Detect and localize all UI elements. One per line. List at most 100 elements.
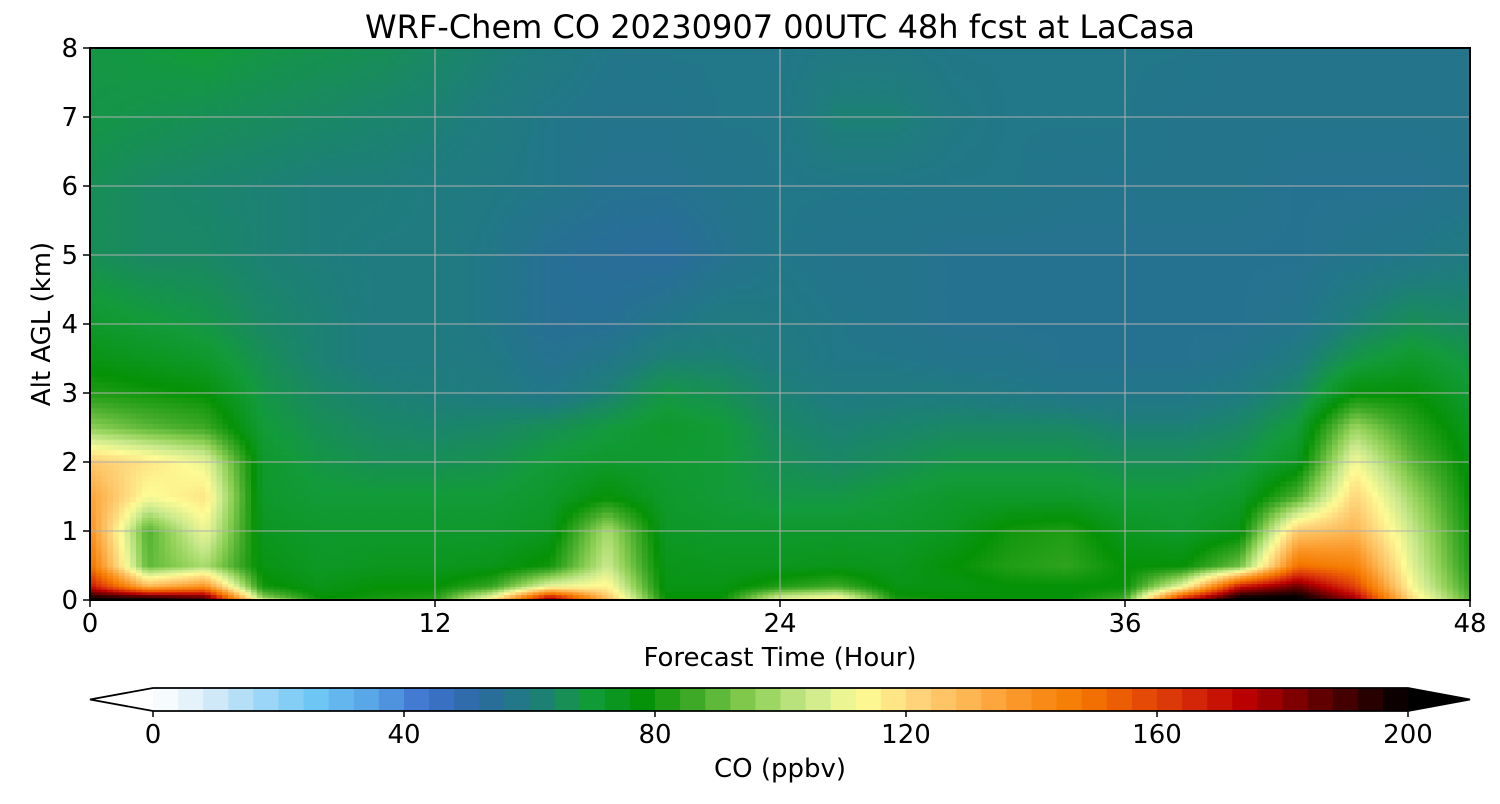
- heatmap-cell: [1136, 594, 1143, 598]
- heatmap-cell: [435, 597, 442, 600]
- heatmap-cell: [1383, 591, 1391, 596]
- heatmap-cell: [1073, 586, 1080, 590]
- heatmap-cell: [843, 591, 850, 596]
- heatmap-cell: [1136, 597, 1143, 600]
- heatmap-cell: [613, 586, 620, 590]
- heatmap-cell: [941, 586, 948, 590]
- heatmap-cell: [544, 594, 551, 598]
- heatmap-cell: [941, 583, 948, 587]
- heatmap-cell: [159, 591, 166, 596]
- heatmap-cell: [256, 588, 264, 593]
- heatmap-cell: [1044, 594, 1051, 598]
- heatmap-cell: [475, 586, 482, 590]
- heatmap-cell: [826, 586, 833, 590]
- heatmap-cell: [1447, 586, 1454, 590]
- heatmap-cell: [872, 583, 879, 587]
- heatmap-cell: [107, 597, 114, 600]
- heatmap-cell: [440, 586, 448, 590]
- heatmap-cell: [354, 594, 361, 598]
- heatmap-cell: [492, 597, 499, 600]
- heatmap-cell: [665, 594, 672, 598]
- heatmap-cell: [193, 588, 200, 593]
- heatmap-cell: [820, 586, 827, 590]
- heatmap-cell: [389, 583, 396, 587]
- heatmap-cell: [1372, 586, 1379, 590]
- heatmap-cell: [774, 597, 781, 600]
- heatmap-cell: [1217, 583, 1224, 587]
- heatmap-cell: [1303, 588, 1310, 593]
- heatmap-cell: [883, 594, 890, 598]
- heatmap-cell: [1280, 586, 1287, 590]
- heatmap-cell: [429, 591, 436, 596]
- heatmap-cell: [1406, 594, 1414, 598]
- heatmap-cell: [1441, 588, 1448, 593]
- heatmap-cell: [446, 583, 453, 587]
- heatmap-cell: [1090, 583, 1097, 587]
- heatmap-cell: [1383, 594, 1391, 598]
- heatmap-cell: [331, 583, 338, 587]
- heatmap-cell: [1038, 591, 1046, 596]
- heatmap-cell: [1320, 588, 1327, 593]
- heatmap-cell: [929, 591, 936, 596]
- heatmap-cell: [619, 583, 626, 587]
- heatmap-cell: [946, 594, 954, 598]
- heatmap-cell: [354, 588, 361, 593]
- heatmap-cell: [877, 591, 885, 596]
- heatmap-cell: [1165, 583, 1172, 587]
- heatmap-cell: [964, 594, 971, 598]
- heatmap-cell: [262, 588, 269, 593]
- heatmap-cell: [440, 588, 448, 593]
- heatmap-cell: [820, 588, 827, 593]
- heatmap-cell: [1107, 583, 1115, 587]
- heatmap-cell: [469, 588, 476, 593]
- heatmap-cell: [498, 588, 505, 593]
- heatmap-cell: [1182, 597, 1189, 600]
- heatmap-cell: [705, 583, 712, 587]
- heatmap-cell: [1176, 597, 1184, 600]
- heatmap-cell: [1004, 591, 1011, 596]
- heatmap-cell: [952, 586, 959, 590]
- heatmap-cell: [285, 588, 292, 593]
- heatmap-cell: [1245, 594, 1253, 598]
- heatmap-cell: [170, 586, 177, 590]
- heatmap-cell: [550, 588, 557, 593]
- heatmap-cell: [187, 591, 195, 596]
- heatmap-cell: [1130, 588, 1138, 593]
- heatmap-cell: [228, 588, 235, 593]
- heatmap-cell: [228, 597, 235, 600]
- heatmap-cell: [337, 597, 344, 600]
- heatmap-cell: [1263, 591, 1270, 596]
- heatmap-cell: [918, 588, 925, 593]
- heatmap-cell: [130, 583, 137, 587]
- heatmap-cell: [912, 591, 919, 596]
- heatmap-cell: [216, 583, 223, 587]
- heatmap-cell: [1125, 586, 1132, 590]
- heatmap-cell: [1176, 583, 1184, 587]
- heatmap-cell: [458, 591, 465, 596]
- heatmap-cell: [814, 591, 821, 596]
- heatmap-cell: [371, 586, 379, 590]
- heatmap-cell: [975, 586, 982, 590]
- heatmap-cell: [1395, 586, 1402, 590]
- heatmap-cell: [1153, 591, 1161, 596]
- heatmap-cell: [1291, 591, 1299, 596]
- heatmap-cell: [780, 586, 787, 590]
- heatmap-cell: [688, 583, 695, 587]
- heatmap-cell: [107, 588, 114, 593]
- heatmap-cell: [124, 597, 131, 600]
- heatmap-cell: [400, 594, 407, 598]
- heatmap-cell: [1280, 597, 1287, 600]
- heatmap-cell: [820, 597, 827, 600]
- heatmap-cell: [1240, 586, 1247, 590]
- heatmap-cell: [1429, 594, 1437, 598]
- heatmap-cell: [527, 594, 534, 598]
- heatmap-cell: [521, 586, 528, 590]
- heatmap-cell: [538, 594, 545, 598]
- heatmap-cell: [716, 583, 724, 587]
- heatmap-cell: [383, 591, 390, 596]
- heatmap-cell: [1033, 586, 1040, 590]
- heatmap-cell: [1343, 588, 1350, 593]
- heatmap-cell: [1102, 597, 1109, 600]
- heatmap-cell: [118, 594, 126, 598]
- heatmap-cell: [1274, 597, 1281, 600]
